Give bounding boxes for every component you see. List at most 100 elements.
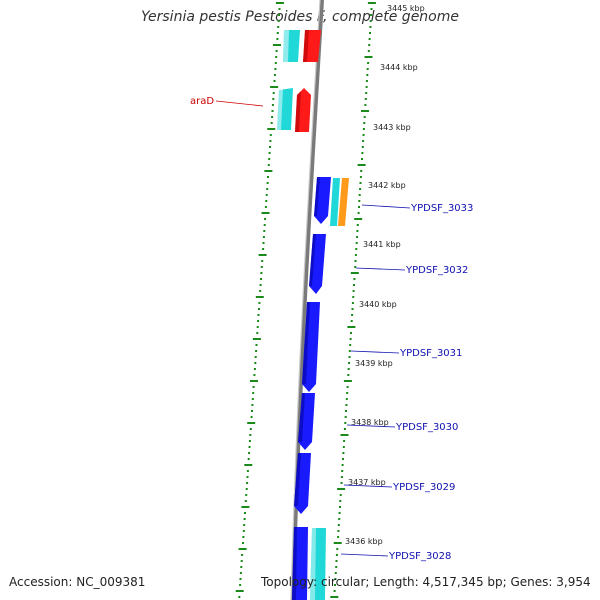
gene-cyan-3028[interactable] (310, 528, 326, 600)
gc-tick (347, 326, 356, 328)
gc-tick (344, 416, 347, 418)
gene-label-ypdsf-3030[interactable]: YPDSF_3030 (395, 422, 458, 433)
gc-tick (270, 86, 279, 88)
gc-tick (349, 338, 352, 340)
gc-tick (249, 434, 252, 436)
gc-tick (365, 92, 368, 94)
gene-red-arad-shade (295, 91, 301, 132)
gene-label-ypdsf-3033[interactable]: YPDSF_3033 (410, 203, 473, 214)
gc-tick (350, 332, 352, 334)
gc-tick (262, 248, 265, 250)
gc-tick (242, 530, 245, 532)
gc-tick (251, 398, 254, 400)
gc-tick (268, 152, 271, 154)
gc-tick (370, 8, 373, 10)
gc-tick (243, 518, 246, 520)
gc-tick (368, 44, 371, 46)
gene-label-ypdsf-3028[interactable]: YPDSF_3028 (388, 551, 451, 562)
tick-label: 3441 kbp (363, 240, 401, 249)
gc-tick (248, 452, 251, 454)
gc-tick (340, 482, 343, 484)
gene-label-ypdsf-3029[interactable]: YPDSF_3029 (392, 482, 455, 493)
gc-tick (330, 596, 339, 598)
gc-tick (354, 260, 357, 262)
gc-tick (245, 494, 248, 496)
gene-label-ypdsf-3031[interactable]: YPDSF_3031 (399, 348, 462, 359)
gc-tick (334, 584, 336, 586)
gc-tick (337, 530, 340, 532)
gc-tick (362, 134, 365, 136)
gc-tick (265, 200, 268, 202)
gc-tick (252, 338, 261, 340)
gc-tick (348, 356, 351, 358)
gc-tick (365, 80, 368, 82)
genome-backbone (291, 0, 324, 600)
gc-tick (251, 410, 253, 412)
gc-tick (357, 164, 366, 166)
gc-tick (356, 224, 359, 226)
gc-tick (239, 578, 242, 580)
gene-label-arad[interactable]: araD (190, 96, 214, 107)
gc-tick (240, 560, 243, 562)
gc-tick (269, 140, 272, 142)
gc-tick (338, 518, 341, 520)
gc-tick (258, 308, 260, 310)
gene-ypdsf-3031-shade (302, 302, 310, 384)
tick-label: 3436 kbp (345, 537, 383, 546)
gc-tick (273, 74, 276, 76)
gc-tick (267, 176, 269, 178)
gc-tick (342, 458, 344, 460)
gc-tick (341, 470, 344, 472)
gc-tick (267, 128, 276, 130)
tick-label: 3437 kbp (348, 478, 386, 487)
gc-tick (277, 26, 280, 28)
gc-tick (256, 332, 259, 334)
gc-tick (347, 368, 350, 370)
gc-tick (253, 374, 256, 376)
gene-label-ypdsf-3032[interactable]: YPDSF_3032 (405, 265, 468, 276)
gc-tick (358, 200, 361, 202)
gc-tick (348, 362, 351, 364)
gc-tick (269, 146, 271, 148)
gc-tick (240, 566, 243, 568)
accession-label: Accession: NC_009381 (9, 575, 146, 589)
leader-line (343, 484, 393, 488)
gc-tick (243, 524, 246, 526)
gc-tick (278, 14, 280, 16)
gc-tick (333, 542, 342, 544)
gc-tick (356, 230, 359, 232)
gc-tick (271, 104, 274, 106)
gc-tick (369, 32, 371, 34)
gc-tick (353, 278, 356, 280)
gc-tick (274, 62, 277, 64)
gc-tick (355, 242, 358, 244)
gc-tick (251, 404, 254, 406)
gc-tick (242, 536, 245, 538)
gc-tick (259, 284, 262, 286)
tick-label: 3442 kbp (368, 181, 406, 190)
gc-tick (340, 434, 349, 436)
gc-tick (277, 20, 280, 22)
gc-tick (352, 290, 355, 292)
gc-tick (273, 44, 281, 46)
gc-content-track-left (235, 2, 284, 598)
gene-orange-3033[interactable] (338, 178, 349, 226)
gc-tick (337, 524, 340, 526)
gene-cyan-3033[interactable] (330, 178, 340, 226)
gc-tick (358, 206, 360, 208)
gene-cyan-top-shade (283, 30, 289, 62)
gc-tick (246, 470, 249, 472)
gc-tick (274, 68, 277, 70)
gc-tick (363, 122, 366, 124)
gc-tick (370, 14, 373, 16)
gc-tick (361, 146, 364, 148)
gc-tick (368, 38, 371, 40)
gc-tick (364, 98, 367, 100)
gc-tick (362, 128, 365, 130)
gc-tick (337, 536, 340, 538)
gene-ypdsf-3030-shade (298, 393, 305, 442)
gc-tick (269, 134, 272, 136)
gc-tick (260, 266, 263, 268)
gc-tick (346, 392, 349, 394)
gc-tick (276, 38, 279, 40)
